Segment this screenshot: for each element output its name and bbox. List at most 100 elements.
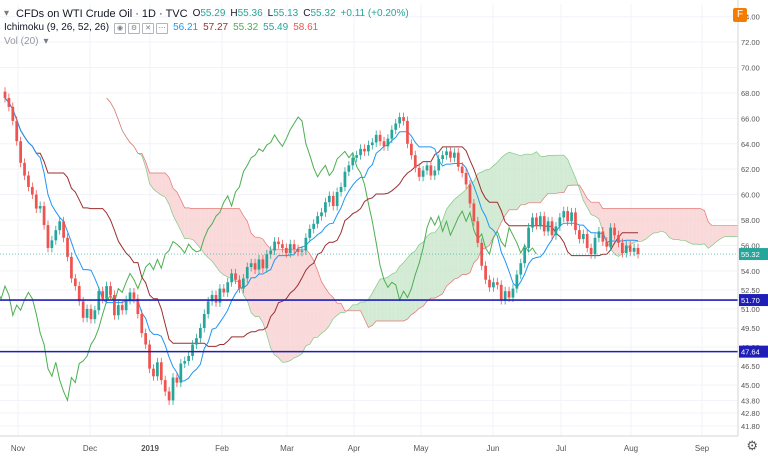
candle-body[interactable] (93, 310, 97, 320)
candle-body[interactable] (523, 247, 527, 264)
volume-label[interactable]: Vol (20) (4, 36, 39, 47)
candle-body[interactable] (308, 228, 312, 238)
candle-body[interactable] (116, 305, 120, 316)
candle-body[interactable] (281, 244, 284, 248)
candle-body[interactable] (66, 237, 69, 257)
candle-body[interactable] (343, 171, 347, 187)
candle-body[interactable] (503, 291, 507, 301)
candle-body[interactable] (363, 148, 366, 152)
candle-body[interactable] (574, 212, 577, 231)
candle-body[interactable] (546, 221, 550, 232)
candle-body[interactable] (206, 301, 210, 315)
candle-body[interactable] (257, 259, 261, 270)
candle-body[interactable] (476, 221, 480, 243)
candle-body[interactable] (511, 288, 515, 298)
collapse-chevron-icon[interactable]: ▾ (4, 8, 10, 19)
candle-body[interactable] (593, 237, 597, 255)
candle-body[interactable] (621, 242, 624, 254)
candle-body[interactable] (34, 194, 38, 209)
candle-body[interactable] (46, 225, 50, 248)
candle-body[interactable] (296, 249, 300, 252)
symbol-title[interactable]: CFDs on WTI Crude Oil · 1D · TVC (16, 8, 188, 20)
candle-body[interactable] (77, 286, 81, 302)
candle-body[interactable] (120, 305, 124, 311)
candle-body[interactable] (152, 368, 155, 377)
candle-body[interactable] (499, 284, 503, 301)
candle-body[interactable] (433, 170, 437, 176)
candle-body[interactable] (113, 294, 116, 316)
candle-body[interactable] (394, 123, 398, 130)
candle-body[interactable] (101, 291, 105, 299)
candle-body[interactable] (195, 338, 198, 345)
candle-body[interactable] (421, 170, 425, 177)
candle-body[interactable] (218, 288, 222, 303)
candle-body[interactable] (175, 377, 179, 383)
candle-body[interactable] (609, 227, 613, 247)
candle-body[interactable] (460, 166, 464, 173)
candle-body[interactable] (292, 244, 296, 250)
candle-body[interactable] (628, 245, 632, 252)
candle-body[interactable] (347, 165, 351, 172)
candle-body[interactable] (632, 247, 636, 252)
candle-body[interactable] (597, 231, 601, 238)
candle-body[interactable] (492, 282, 495, 288)
candle-body[interactable] (554, 226, 558, 236)
candle-body[interactable] (11, 106, 15, 121)
candle-body[interactable] (234, 273, 237, 280)
candle-body[interactable] (159, 362, 163, 381)
candle-body[interactable] (312, 223, 316, 229)
candle-body[interactable] (331, 195, 335, 207)
candle-body[interactable] (269, 250, 273, 255)
eye-icon[interactable]: ◉ (114, 22, 127, 34)
candle-body[interactable] (187, 355, 191, 362)
candle-body[interactable] (578, 230, 581, 240)
candle-body[interactable] (277, 241, 280, 245)
candle-body[interactable] (413, 155, 417, 168)
candle-body[interactable] (73, 278, 77, 287)
candle-body[interactable] (15, 120, 19, 142)
time-axis[interactable]: Nov Dec 2019 Feb Mar Apr May Jun Jul Aug Sep (0, 435, 738, 453)
candle-body[interactable] (284, 247, 288, 254)
candle-body[interactable] (445, 151, 448, 156)
candle-body[interactable] (163, 380, 167, 392)
candle-body[interactable] (386, 138, 390, 147)
candle-body[interactable] (538, 216, 542, 226)
candle-body[interactable] (70, 256, 73, 279)
candle-body[interactable] (351, 157, 355, 166)
candle-body[interactable] (441, 155, 444, 160)
candle-body[interactable] (406, 120, 409, 144)
candle-body[interactable] (562, 211, 566, 218)
candle-body[interactable] (468, 184, 472, 204)
candle-body[interactable] (128, 292, 132, 301)
candle-body[interactable] (136, 298, 140, 315)
expand-chevron-icon[interactable]: ▾ (43, 36, 49, 47)
candle-body[interactable] (558, 217, 562, 227)
candle-body[interactable] (519, 263, 523, 275)
candle-body[interactable] (132, 292, 136, 299)
candle-body[interactable] (81, 301, 85, 318)
candle-body[interactable] (417, 167, 421, 177)
candle-body[interactable] (585, 233, 589, 248)
candle-body[interactable] (222, 288, 226, 293)
candle-body[interactable] (398, 117, 402, 124)
candle-body[interactable] (472, 203, 476, 222)
candle-body[interactable] (527, 227, 530, 248)
candle-body[interactable] (320, 212, 323, 217)
candle-body[interactable] (54, 230, 58, 241)
candle-body[interactable] (464, 172, 468, 185)
candle-body[interactable] (624, 245, 628, 254)
candlesticks[interactable] (3, 87, 640, 405)
candle-body[interactable] (249, 263, 253, 268)
candle-body[interactable] (62, 221, 65, 238)
candle-body[interactable] (214, 294, 218, 303)
candle-body[interactable] (300, 250, 304, 252)
candle-body[interactable] (288, 244, 292, 254)
candle-body[interactable] (85, 308, 89, 318)
candle-body[interactable] (27, 175, 30, 187)
candle-body[interactable] (437, 159, 441, 171)
candle-body[interactable] (515, 274, 519, 289)
candle-body[interactable] (535, 217, 538, 226)
candle-body[interactable] (167, 391, 171, 401)
